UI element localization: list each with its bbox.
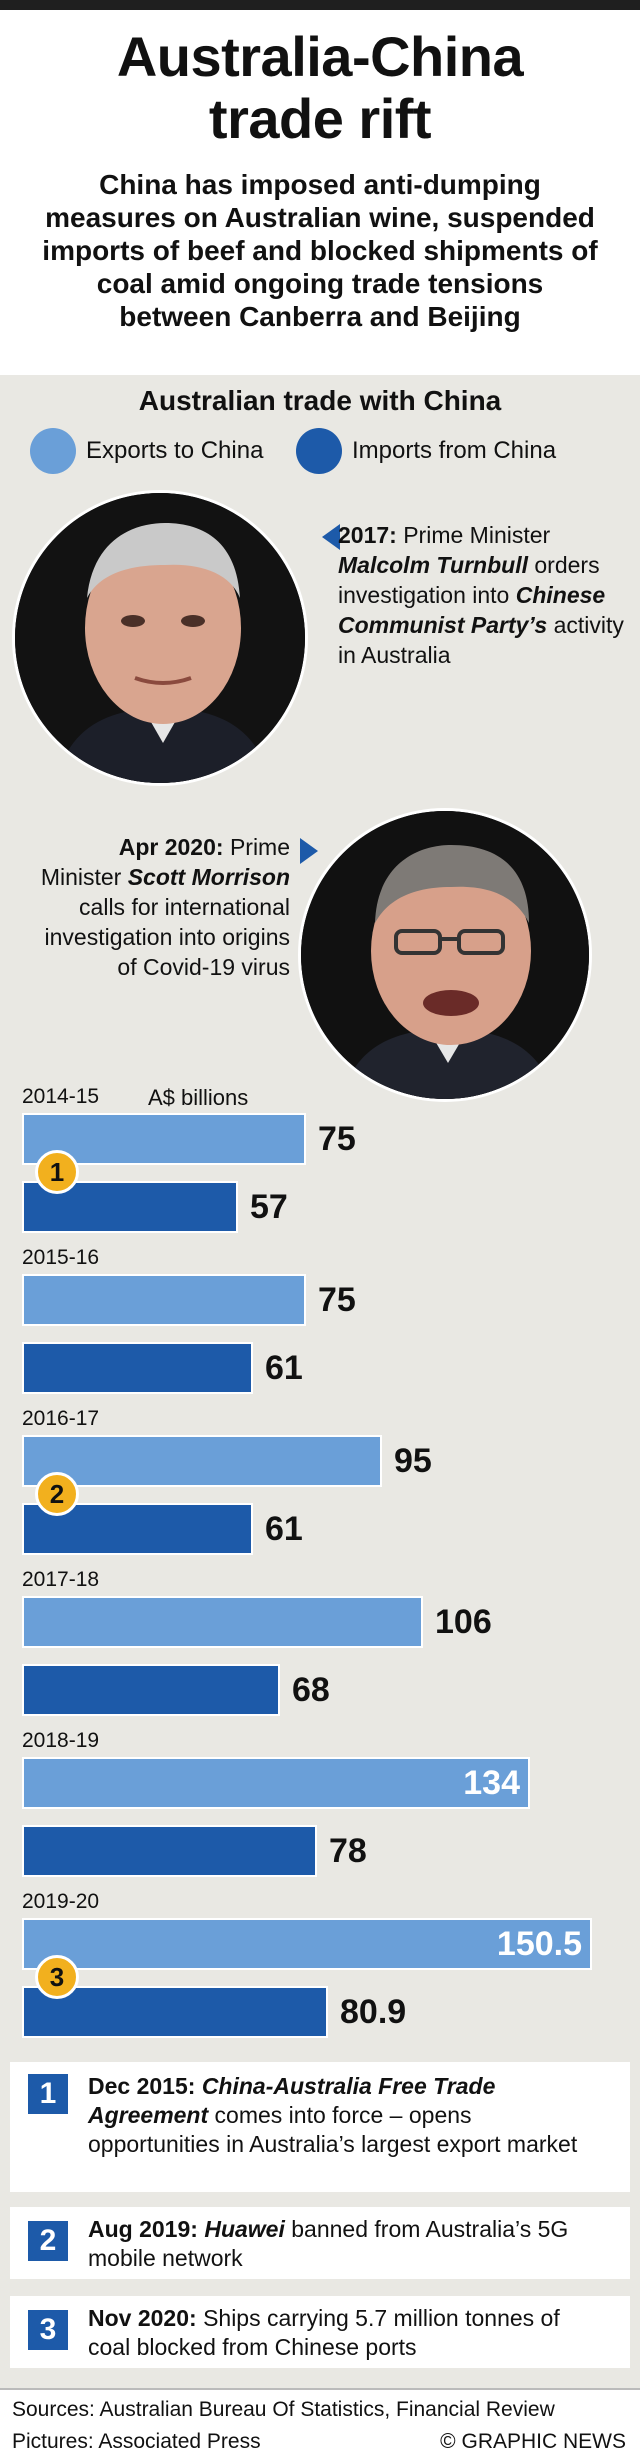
import-bar-2017-18 [22, 1664, 280, 1716]
note-1-badge: 1 [28, 2074, 68, 2114]
section-title: Australian trade with China [138, 385, 502, 416]
note-1-date: Dec 2015: [88, 2073, 196, 2099]
event-2-name: Scott Morrison [127, 864, 290, 890]
event-1-text-2: orders investigation into [338, 552, 600, 608]
legend-exports-swatch [30, 428, 76, 474]
import-value-2019-20: 80.9 [340, 1993, 407, 2031]
note-1: 1 Dec 2015: China-Australia Free Trade A… [10, 2062, 630, 2192]
event-2-text-1: Prime Minister [40, 834, 290, 890]
morrison-photo [298, 808, 592, 1102]
note-1-emph: China-Australia Free Trade Agreement [88, 2073, 496, 2128]
export-value-2014-15: 75 [318, 1120, 356, 1158]
turnbull-illustration [15, 493, 305, 783]
note-2-emph: Huawei [204, 2216, 285, 2242]
event-2-date: Apr 2020: [118, 834, 224, 860]
import-value-2014-15: 57 [250, 1188, 288, 1226]
import-value-2015-16: 61 [265, 1349, 303, 1387]
export-value-2016-17: 95 [394, 1442, 432, 1480]
note-2-date: Aug 2019: [88, 2216, 198, 2242]
event-2-text-2: calls for international investigation in… [44, 894, 290, 980]
unit-label: A$ billions [148, 1085, 249, 1110]
trade-chart: A$ billions 2014-15 75 57 1 2015-16 75 61 2016-… [0, 1085, 640, 2038]
export-bar-2016-17 [22, 1435, 382, 1487]
import-bar-2019-20 [22, 1986, 328, 2038]
note-3-date: Nov 2020: [88, 2305, 197, 2331]
import-value-2018-19: 78 [329, 1832, 367, 1870]
year-label-2018-19: 2018-19 [22, 1729, 100, 1752]
event-marker-3: 3 [35, 1955, 79, 1999]
export-bar-2018-19 [22, 1757, 530, 1809]
event-1-pointer [322, 524, 340, 550]
note-3-text: Nov 2020: Ships carrying 5.7 million ton… [88, 2304, 608, 2362]
note-3: 3 Nov 2020: Ships carrying 5.7 million t… [10, 2296, 630, 2368]
note-3-badge: 3 [28, 2310, 68, 2350]
export-bar-2019-20 [22, 1918, 592, 1970]
legend-imports: Imports from China [296, 428, 556, 474]
event-1-name: Malcolm Turnbull [338, 552, 528, 578]
note-2-badge: 2 [28, 2221, 68, 2261]
legend-imports-label: Imports from China [352, 437, 557, 464]
year-label-2016-17: 2016-17 [22, 1407, 100, 1430]
export-value-2015-16: 75 [318, 1281, 356, 1319]
year-label-2019-20: 2019-20 [22, 1890, 100, 1913]
event-1-text-1: Prime Minister [403, 522, 551, 548]
export-bar-2015-16 [22, 1274, 306, 1326]
top-bar [0, 0, 640, 10]
year-label-2014-15: 2014-15 [22, 1085, 100, 1108]
event-1-target: Chinese Communist Party’s [338, 582, 606, 638]
year-label-2017-18: 2017-18 [22, 1568, 100, 1591]
note-1-body: comes into force – opens opportunities i… [88, 2102, 578, 2157]
footer-pictures: Pictures: Associated Press [12, 2430, 261, 2453]
import-bar-2015-16 [22, 1342, 253, 1394]
page-title: Australia-China trade rift [116, 25, 524, 150]
event-1-text-3: activity in Australia [338, 612, 624, 668]
export-value-2017-18: 106 [435, 1603, 492, 1641]
legend-imports-swatch [296, 428, 342, 474]
export-value-2019-20: 150.5 [496, 1925, 582, 1963]
legend-exports: Exports to China [30, 428, 263, 474]
turnbull-photo [12, 490, 308, 786]
export-bar-2017-18 [22, 1596, 423, 1648]
note-1-text: Dec 2015: China-Australia Free Trade Agr… [88, 2072, 608, 2159]
event-apr-2020: Apr 2020: Prime Minister Scott Morrison … [40, 832, 290, 982]
export-value-2018-19: 134 [463, 1764, 520, 1802]
event-1-date: 2017: [338, 522, 397, 548]
morrison-illustration [301, 811, 589, 1099]
event-2-pointer [300, 838, 318, 864]
footer-sources: Sources: Australian Bureau Of Statistics… [12, 2398, 555, 2421]
footer: Sources: Australian Bureau Of Statistics… [0, 2388, 640, 2462]
page-subtitle: China has imposed anti-dumping measures … [42, 169, 598, 332]
event-2017: 2017: Prime Minister Malcolm Turnbull or… [338, 520, 638, 670]
import-bar-2018-19 [22, 1825, 317, 1877]
event-marker-1: 1 [35, 1150, 79, 1194]
note-3-body: Ships carrying 5.7 million tonnes of coa… [88, 2305, 560, 2360]
year-label-2015-16: 2015-16 [22, 1246, 100, 1269]
event-marker-2: 2 [35, 1472, 79, 1516]
header: Australia-China trade rift China has imp… [0, 10, 640, 375]
legend-exports-label: Exports to China [86, 437, 264, 464]
import-value-2017-18: 68 [292, 1671, 330, 1709]
note-2: 2 Aug 2019: Huawei banned from Australia… [10, 2207, 630, 2279]
note-2-text: Aug 2019: Huawei banned from Australia’s… [88, 2215, 608, 2273]
footer-credit: © GRAPHIC NEWS [440, 2430, 626, 2453]
note-2-body: banned from Australia’s 5G mobile networ… [88, 2216, 569, 2271]
import-value-2016-17: 61 [265, 1510, 303, 1548]
